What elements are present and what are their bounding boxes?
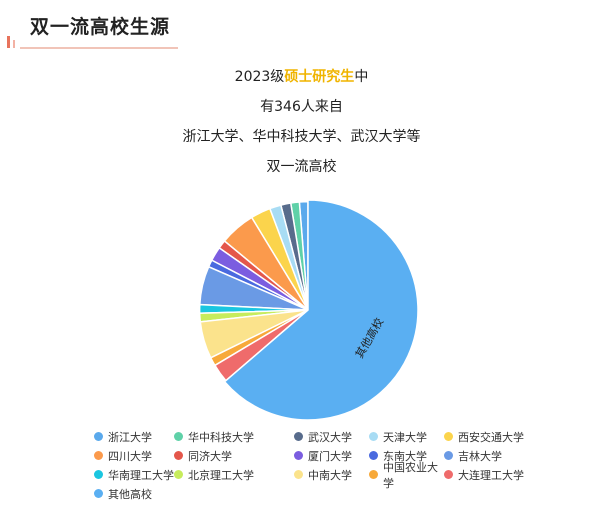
legend-swatch: [444, 470, 453, 479]
legend-item[interactable]: 其他高校: [94, 486, 174, 502]
legend-label: 其他高校: [108, 487, 152, 501]
legend-swatch: [294, 432, 303, 441]
intro-line-3: 浙江大学、华中科技大学、武汉大学等: [182, 129, 421, 145]
legend-label: 大连理工大学: [458, 468, 524, 482]
legend-item[interactable]: 中国农业大学: [369, 459, 444, 491]
legend-row: 浙江大学 华中科技大学 武汉大学 天津大学 西安交通大学: [94, 427, 594, 446]
legend-item[interactable]: 四川大学: [94, 448, 174, 464]
legend-label: 武汉大学: [308, 430, 352, 444]
legend-label: 东南大学: [383, 449, 427, 463]
legend-item[interactable]: 天津大学: [369, 429, 444, 445]
legend-swatch: [94, 489, 103, 498]
legend-label: 西安交通大学: [458, 430, 524, 444]
legend-item[interactable]: 华南理工大学: [94, 467, 174, 483]
legend-item[interactable]: 同济大学: [174, 448, 294, 464]
legend-label: 同济大学: [188, 449, 232, 463]
intro-highlight: 硕士研究生: [284, 69, 355, 85]
pie-slice-15: [223, 199, 419, 421]
legend-swatch: [444, 432, 453, 441]
legend-label: 中国农业大学: [383, 460, 438, 490]
legend-label: 中南大学: [308, 468, 352, 482]
legend-swatch: [94, 470, 103, 479]
section-title: 双一流高校生源: [30, 16, 171, 38]
legend-swatch: [174, 432, 183, 441]
legend-swatch: [174, 451, 183, 460]
intro-year: 2023级: [234, 69, 285, 85]
legend-label: 北京理工大学: [188, 468, 254, 482]
header-accent-bar-small: [13, 40, 15, 48]
legend-swatch: [294, 451, 303, 460]
legend-label: 厦门大学: [308, 449, 352, 463]
legend-swatch: [174, 470, 183, 479]
header-underline: [20, 47, 178, 49]
legend-label: 浙江大学: [108, 430, 152, 444]
chart-legend: 浙江大学 华中科技大学 武汉大学 天津大学 西安交通大学四川大学 同济大学 厦门大学 东南大学…: [94, 427, 594, 503]
intro-line-4: 双一流高校: [266, 159, 337, 175]
legend-label: 吉林大学: [458, 449, 502, 463]
legend-item[interactable]: 西安交通大学: [444, 429, 544, 445]
intro-suffix: 中: [354, 69, 369, 85]
legend-row: 其他高校: [94, 484, 594, 503]
legend-swatch: [94, 451, 103, 460]
legend-item[interactable]: 吉林大学: [444, 448, 544, 464]
legend-swatch: [94, 432, 103, 441]
legend-item[interactable]: 厦门大学: [294, 448, 369, 464]
legend-swatch: [369, 451, 378, 460]
legend-swatch: [369, 432, 378, 441]
legend-label: 四川大学: [108, 449, 152, 463]
section-header: 双一流高校生源: [0, 0, 603, 60]
legend-row: 四川大学 同济大学 厦门大学 东南大学 吉林大学: [94, 446, 594, 465]
intro-line-2: 有346人来自: [260, 99, 343, 115]
header-accent-bar: [7, 36, 10, 48]
legend-item[interactable]: 浙江大学: [94, 429, 174, 445]
legend-label: 天津大学: [383, 430, 427, 444]
legend-item[interactable]: 华中科技大学: [174, 429, 294, 445]
legend-item[interactable]: 武汉大学: [294, 429, 369, 445]
legend-item[interactable]: 北京理工大学: [174, 467, 294, 483]
legend-swatch: [369, 470, 378, 479]
legend-item[interactable]: 东南大学: [369, 448, 444, 464]
legend-row: 华南理工大学 北京理工大学 中南大学 中国农业大学 大连理工大学: [94, 461, 594, 490]
legend-item[interactable]: 中南大学: [294, 467, 369, 483]
intro-line-1: 2023级硕士研究生中: [0, 66, 603, 86]
legend-label: 华中科技大学: [188, 430, 254, 444]
legend-swatch: [444, 451, 453, 460]
legend-item[interactable]: 大连理工大学: [444, 467, 544, 483]
legend-swatch: [294, 470, 303, 479]
legend-label: 华南理工大学: [108, 468, 174, 482]
